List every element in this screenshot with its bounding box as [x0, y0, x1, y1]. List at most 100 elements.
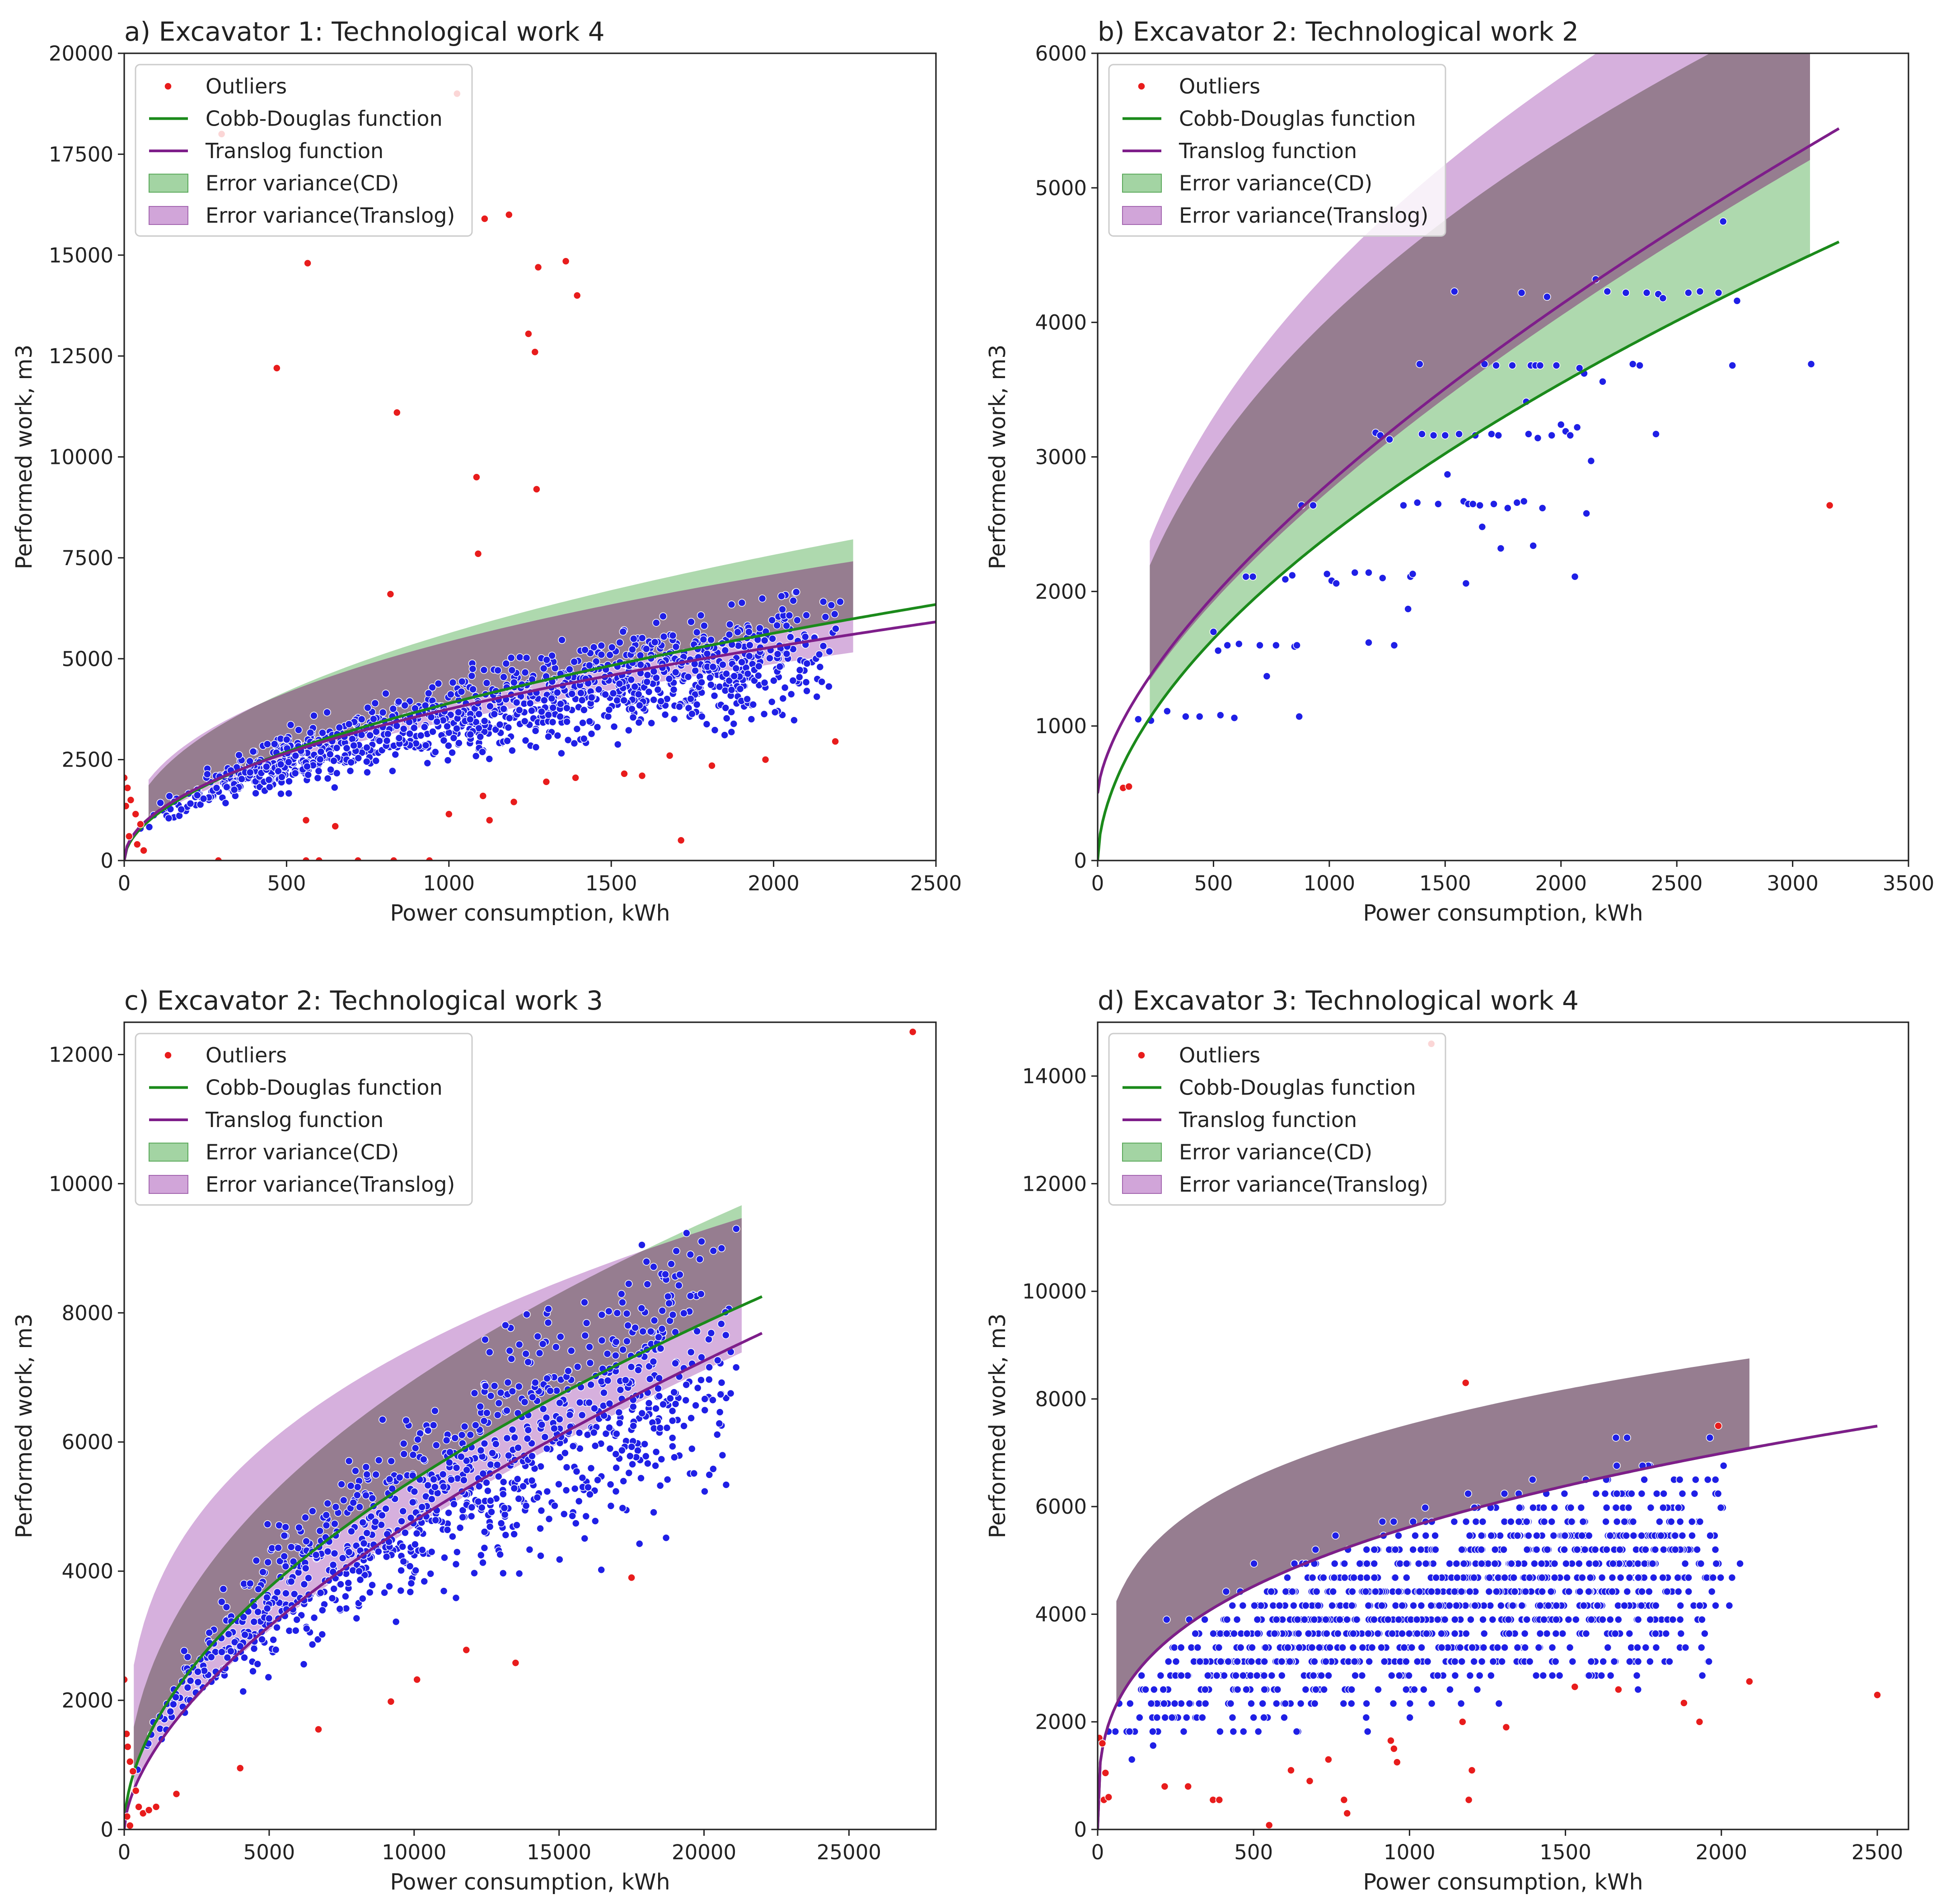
inlier-point	[531, 727, 540, 735]
inlier-point	[486, 1460, 495, 1469]
inlier-point	[705, 1375, 713, 1384]
inlier-point	[1310, 1699, 1319, 1708]
legend-err_translog-patch	[149, 1175, 188, 1194]
inlier-point	[1628, 360, 1637, 368]
inlier-point	[562, 1463, 571, 1471]
inlier-point	[414, 1435, 422, 1444]
y-tick-label: 4000	[1035, 1602, 1087, 1626]
inlier-point	[1347, 1685, 1356, 1694]
inlier-point	[1462, 579, 1470, 588]
inlier-point	[1384, 1615, 1392, 1624]
inlier-point	[1690, 1489, 1699, 1498]
inlier-point	[1707, 1587, 1716, 1596]
outlier-point	[761, 755, 770, 764]
inlier-point	[1565, 1587, 1573, 1596]
outlier-point	[273, 364, 281, 372]
legend-outlier-marker	[1137, 1051, 1146, 1059]
inlier-point	[1312, 1587, 1321, 1596]
inlier-point	[1409, 1545, 1417, 1554]
inlier-point	[1550, 1503, 1558, 1512]
inlier-point	[1525, 1531, 1533, 1540]
inlier-point	[508, 1426, 517, 1434]
inlier-point	[1688, 1531, 1696, 1540]
inlier-point	[1606, 1531, 1614, 1540]
inlier-point	[1492, 1587, 1501, 1596]
inlier-point	[1201, 1699, 1210, 1708]
inlier-point	[406, 1588, 415, 1596]
inlier-point	[504, 723, 513, 732]
inlier-point	[348, 735, 356, 743]
inlier-point	[1716, 1503, 1725, 1512]
inlier-point	[1406, 1713, 1414, 1722]
inlier-point	[1712, 1601, 1720, 1610]
inlier-point	[1491, 1545, 1499, 1554]
inlier-point	[1587, 1615, 1595, 1624]
inlier-point	[1637, 1601, 1646, 1610]
outlier-point	[510, 798, 518, 806]
inlier-point	[1709, 1573, 1717, 1582]
inlier-point	[585, 1343, 594, 1351]
outlier-point	[1695, 1717, 1704, 1726]
y-tick-label: 12000	[1022, 1172, 1087, 1196]
inlier-point	[460, 1476, 468, 1484]
inlier-point	[1561, 1531, 1569, 1540]
inlier-point	[316, 1589, 325, 1597]
inlier-point	[1486, 1601, 1495, 1610]
inlier-point	[497, 1519, 505, 1527]
inlier-point	[628, 705, 636, 713]
inlier-point	[263, 740, 271, 748]
inlier-point	[566, 665, 574, 674]
inlier-point	[1659, 1573, 1667, 1582]
inlier-point	[699, 635, 708, 644]
inlier-point	[624, 1321, 632, 1330]
inlier-point	[432, 1441, 440, 1450]
inlier-point	[585, 1399, 593, 1407]
inlier-point	[521, 668, 529, 677]
y-tick-label: 10000	[1022, 1280, 1087, 1304]
inlier-point	[239, 1613, 248, 1621]
inlier-point	[1445, 1601, 1454, 1610]
inlier-point	[500, 673, 508, 681]
inlier-point	[1365, 638, 1373, 647]
inlier-point	[768, 635, 776, 643]
inlier-point	[453, 1548, 461, 1556]
inlier-point	[230, 1638, 239, 1647]
inlier-point	[613, 1430, 621, 1438]
inlier-point	[1388, 1629, 1396, 1638]
inlier-point	[1338, 1643, 1347, 1652]
inlier-point	[194, 1668, 202, 1676]
inlier-point	[1504, 1615, 1513, 1624]
y-tick-label: 15000	[49, 243, 113, 267]
outlier-point	[214, 856, 223, 861]
inlier-point	[819, 642, 828, 650]
inlier-point	[1378, 1517, 1387, 1526]
inlier-point	[1272, 1615, 1281, 1624]
inlier-point	[484, 1487, 492, 1495]
inlier-point	[586, 1490, 594, 1498]
inlier-point	[1179, 1727, 1188, 1736]
inlier-point	[781, 683, 789, 692]
inlier-point	[1304, 1629, 1313, 1638]
inlier-point	[1543, 293, 1551, 301]
inlier-point	[1410, 1685, 1418, 1694]
inlier-point	[588, 693, 596, 702]
inlier-point	[725, 620, 734, 629]
outlier-point	[1104, 1793, 1113, 1801]
inlier-point	[1622, 1531, 1631, 1540]
inlier-point	[1457, 1587, 1466, 1596]
x-tick-label: 0	[1091, 1840, 1104, 1864]
inlier-point	[627, 1443, 636, 1451]
y-tick-label: 8000	[61, 1301, 113, 1325]
inlier-point	[264, 1673, 273, 1681]
inlier-point	[818, 678, 826, 686]
inlier-point	[1177, 1699, 1185, 1708]
inlier-point	[697, 1376, 705, 1384]
inlier-point	[368, 1581, 376, 1589]
inlier-point	[407, 1579, 416, 1587]
panel-d: 0 500 1000 1500 2000 250002000400060008000100…	[985, 985, 1909, 1895]
inlier-point	[186, 800, 195, 808]
inlier-point	[556, 712, 564, 721]
inlier-point	[598, 1336, 606, 1345]
outlier-point	[126, 1821, 134, 1829]
inlier-point	[431, 1516, 440, 1524]
